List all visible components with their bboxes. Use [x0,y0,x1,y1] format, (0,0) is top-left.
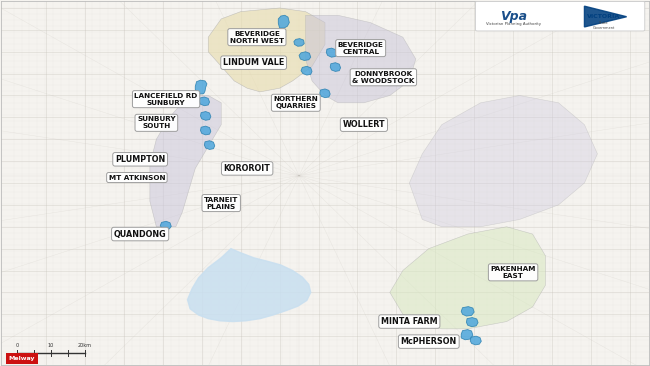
Polygon shape [200,126,211,135]
Polygon shape [462,307,474,316]
Text: 0: 0 [16,343,18,348]
Text: VICTORIA: VICTORIA [588,14,621,19]
Text: TARNEIT
PLAINS: TARNEIT PLAINS [204,197,239,210]
Text: NORTHERN
QUARRIES: NORTHERN QUARRIES [274,96,318,109]
Polygon shape [294,39,304,46]
Text: PLUMPTON: PLUMPTON [115,155,165,164]
Text: 20km: 20km [78,343,92,348]
Text: MT ATKINSON: MT ATKINSON [109,175,165,180]
Text: LANCEFIELD RD
SUNBURY: LANCEFIELD RD SUNBURY [135,93,198,106]
Text: KOROROIT: KOROROIT [224,164,270,173]
Polygon shape [471,336,481,345]
Text: Victorian Planning Authority: Victorian Planning Authority [486,22,541,26]
Text: Vpa: Vpa [500,10,526,23]
Polygon shape [467,318,478,327]
Polygon shape [326,48,337,57]
Polygon shape [299,52,311,60]
Text: MINTA FARM: MINTA FARM [381,317,437,326]
Text: BEVERIDGE
CENTRAL: BEVERIDGE CENTRAL [338,42,384,55]
Text: PAKENHAM
EAST: PAKENHAM EAST [490,266,536,279]
Polygon shape [462,329,473,340]
Text: WOLLERT: WOLLERT [343,120,385,129]
Polygon shape [390,227,545,329]
Polygon shape [204,141,214,149]
Polygon shape [195,80,207,94]
Polygon shape [208,8,325,92]
Text: Melway: Melway [8,356,35,361]
Text: DONNYBROOK
& WOODSTOCK: DONNYBROOK & WOODSTOCK [352,71,415,84]
Polygon shape [150,96,221,227]
Text: SUNBURY
SOUTH: SUNBURY SOUTH [137,116,176,129]
Polygon shape [306,15,416,103]
Text: QUANDONG: QUANDONG [114,229,166,239]
Text: 10: 10 [47,343,54,348]
Text: McPHERSON: McPHERSON [400,337,457,346]
Polygon shape [199,97,209,106]
Polygon shape [187,249,311,322]
Text: BEVERIDGE
NORTH WEST: BEVERIDGE NORTH WEST [230,31,284,44]
Polygon shape [161,221,172,229]
Polygon shape [410,96,597,227]
Polygon shape [584,6,627,27]
FancyBboxPatch shape [476,1,645,31]
Polygon shape [320,89,330,98]
Polygon shape [330,63,341,71]
Polygon shape [301,66,312,75]
Text: LINDUM VALE: LINDUM VALE [223,58,284,67]
Polygon shape [278,15,289,28]
Text: State
Government: State Government [593,21,615,30]
Polygon shape [200,112,211,120]
